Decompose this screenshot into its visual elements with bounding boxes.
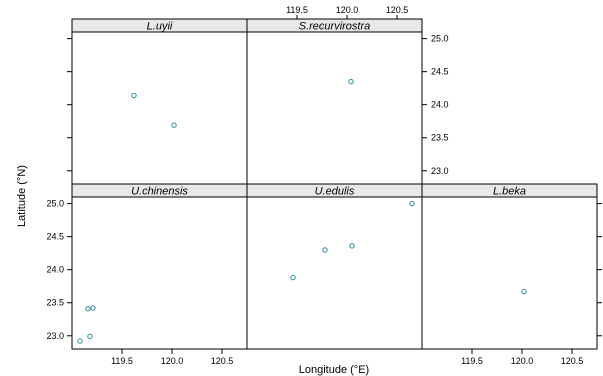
panel-title: U.edulis [315,186,355,198]
y-tick-label: 23.5 [46,298,64,308]
panel-border [71,183,248,350]
x-tick-label: 120.0 [161,356,184,366]
x-tick-label: 120.5 [561,356,584,366]
panels: L.uyii S.recurvirostra U.chinensis U.edulis… [71,18,598,350]
panel-l-beka: L.beka [421,183,598,350]
x-tick-label: 119.5 [286,5,308,15]
data-point [521,288,527,295]
y-tick-label: 24.0 [46,265,64,275]
data-point [77,338,83,344]
data-point [85,306,91,312]
x-tick-label: 119.5 [461,356,483,366]
panel-l-uyii: L.uyii [71,18,248,185]
data-point [87,333,93,340]
panel-title: L.beka [493,186,526,198]
x-tick-label: 120.5 [386,5,409,15]
y-tick-label: 23.5 [431,133,449,143]
panel-u-edulis: U.edulis [246,183,423,350]
y-tick-label: 25.0 [46,199,64,209]
panel-border [246,18,423,185]
panel-title: S.recurvirostra [299,21,371,33]
data-point [409,200,415,207]
data-point [131,92,137,99]
x-tick-label: 120.0 [511,356,534,366]
panel-border [246,183,423,350]
y-axis-title: Latitude (°N) [16,165,28,227]
data-point [90,305,96,311]
y-tick-label: 23.0 [431,166,449,176]
panel-border [71,18,248,185]
panel-border [421,183,598,350]
y-tick-label: 24.0 [431,100,449,110]
panel-title: L.uyii [147,21,173,33]
x-tick-label: 120.5 [211,356,234,366]
data-points [77,78,527,344]
y-tick-label: 24.5 [431,67,449,77]
axis-ticks: 119.5 119.5 119.5 120.0 120.0 120.0 120.5 120.5… [46,5,602,366]
y-tick-label: 24.5 [46,232,64,242]
y-tick-label: 23.0 [46,331,64,341]
y-tick-label: 25.0 [431,34,449,44]
panel-s-recurvirostra: S.recurvirostra [246,18,423,185]
panel-title: U.chinensis [131,186,188,198]
x-axis-title: Longitude (°E) [299,364,369,376]
data-point [290,274,296,281]
data-point [349,243,355,249]
data-point [322,247,328,253]
panel-u-chinensis: U.chinensis [71,183,248,350]
data-point [348,78,354,85]
data-point [171,122,177,128]
x-tick-label: 120.0 [336,5,359,15]
x-tick-label: 119.5 [111,356,133,366]
